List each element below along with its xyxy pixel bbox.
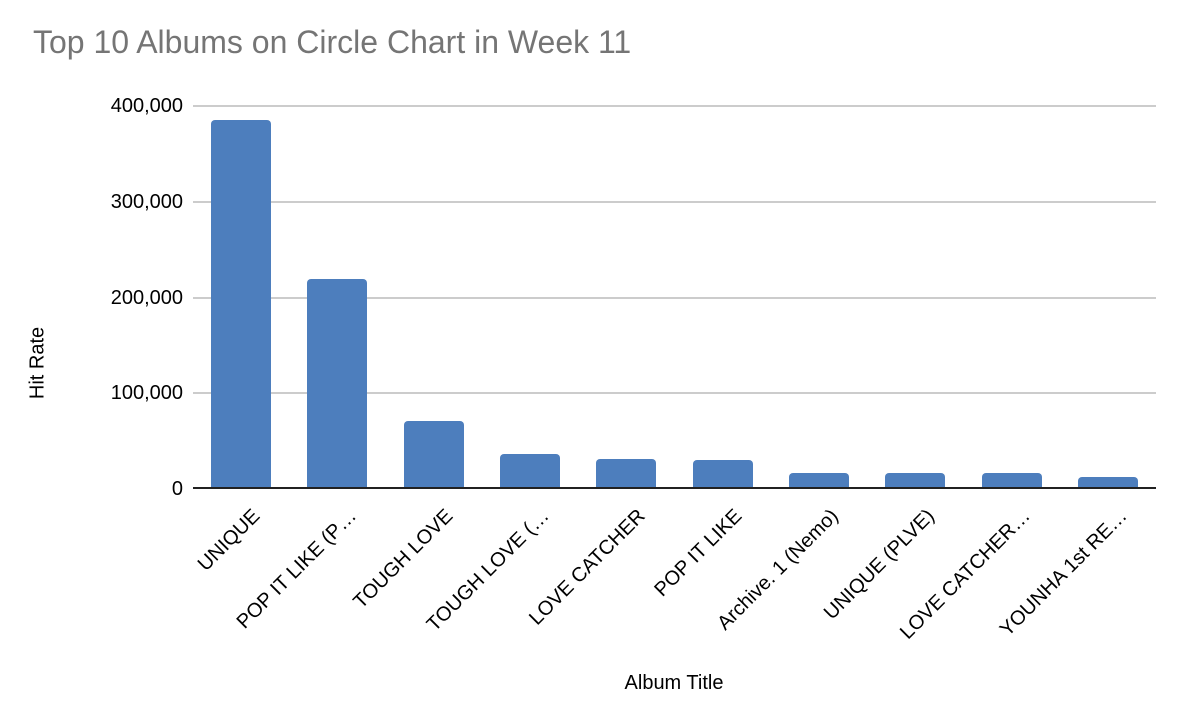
y-tick-label: 200,000: [110, 286, 183, 309]
gridline: [193, 105, 1156, 107]
chart-bar[interactable]: [307, 279, 368, 487]
chart-title: Top 10 Albums on Circle Chart in Week 11: [33, 24, 632, 60]
x-axis-line: [193, 487, 1156, 489]
plot-area: [193, 105, 1156, 489]
gridline: [193, 200, 1156, 203]
x-axis-title: Album Title: [624, 672, 724, 694]
chart-bar[interactable]: [885, 473, 946, 487]
chart-bar[interactable]: [403, 420, 464, 487]
y-tick-label: 100,000: [110, 382, 183, 405]
chart-bar[interactable]: [596, 458, 657, 487]
chart-bar[interactable]: [500, 453, 561, 487]
chart-bar[interactable]: [788, 473, 849, 487]
gridline: [193, 392, 1156, 395]
x-category-label: TOUGH LOVE: [349, 505, 458, 614]
y-tick-label: 300,000: [110, 190, 183, 213]
chart-bar[interactable]: [211, 120, 272, 487]
gridline: [193, 296, 1156, 299]
chart-bar[interactable]: [692, 460, 753, 487]
x-category-label: UNIQUE: [194, 505, 265, 576]
chart-bar[interactable]: [1077, 476, 1138, 487]
chart-bar[interactable]: [981, 472, 1042, 487]
y-tick-label: 400,000: [110, 95, 183, 117]
x-category-label: POP IT LIKE: [650, 505, 747, 602]
y-tick-label: 0: [171, 478, 183, 500]
